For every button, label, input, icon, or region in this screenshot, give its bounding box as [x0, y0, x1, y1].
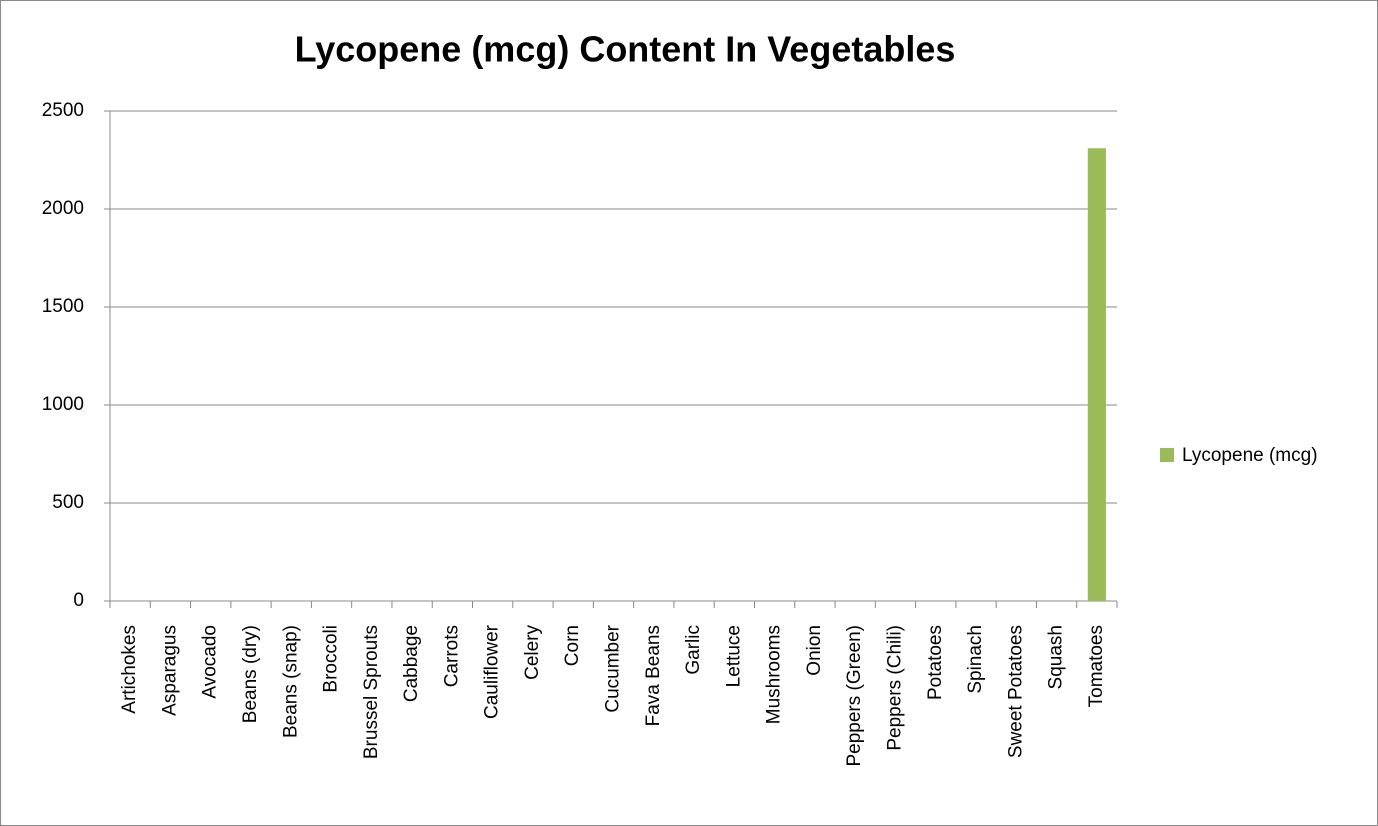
x-tick-label: Onion [804, 625, 825, 676]
chart-title: Lycopene (mcg) Content In Vegetables [295, 29, 956, 70]
x-tick-label: Peppers (Green) [844, 625, 865, 767]
y-tick-label: 2500 [42, 100, 84, 121]
y-tick-label: 500 [52, 492, 84, 513]
y-tick-label: 1000 [42, 394, 84, 415]
x-tick-label: Broccoli [321, 625, 342, 693]
legend-label: Lycopene (mcg) [1182, 445, 1318, 466]
x-tick-label: Cabbage [401, 625, 422, 702]
x-tick-label: Fava Beans [643, 625, 664, 726]
x-tick-label: Garlic [683, 625, 704, 675]
x-tick-label: Squash [1046, 625, 1067, 689]
legend-swatch [1160, 448, 1174, 462]
x-tick-label: Cauliflower [482, 624, 503, 719]
y-tick-label: 0 [73, 590, 84, 611]
x-tick-label: Corn [562, 625, 583, 666]
x-tick-label: Avocado [200, 625, 221, 699]
x-tick-label: Artichokes [119, 625, 140, 714]
x-tick-label: Spinach [965, 625, 986, 694]
x-tick-label: Mushrooms [764, 625, 785, 724]
x-tick-label: Beans (dry) [240, 625, 261, 723]
bar [1087, 148, 1106, 602]
y-tick-label: 2000 [42, 198, 84, 219]
x-tick-label: Sweet Potatoes [1005, 625, 1026, 758]
x-tick-label: Peppers (Chili) [884, 625, 905, 751]
x-tick-label: Tomatoes [1086, 625, 1107, 707]
x-tick-label: Beans (snap) [280, 625, 301, 738]
x-tick-label: Lettuce [723, 625, 744, 687]
y-tick-label: 1500 [42, 296, 84, 317]
x-tick-label: Potatoes [925, 625, 946, 700]
x-tick-label: Cucumber [603, 624, 624, 712]
x-tick-label: Asparagus [159, 625, 180, 716]
x-tick-label: Celery [522, 625, 543, 680]
x-tick-label: Brussel Sprouts [361, 625, 382, 759]
x-tick-label: Carrots [441, 625, 462, 687]
